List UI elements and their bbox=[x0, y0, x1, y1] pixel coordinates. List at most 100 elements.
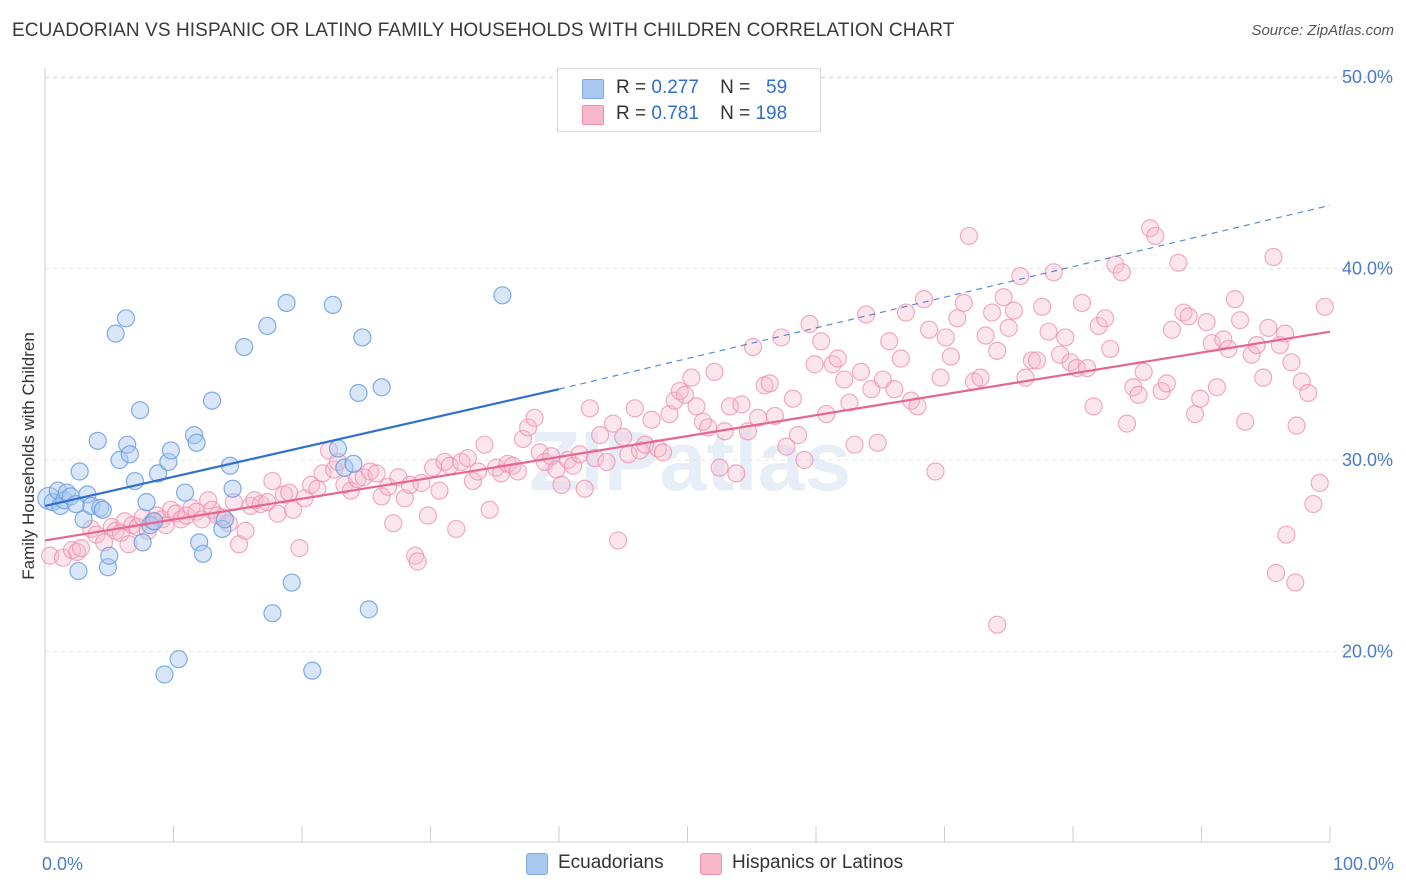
hispanics-point bbox=[625, 399, 644, 418]
hispanics-point bbox=[1225, 290, 1245, 309]
ecuadorians-point bbox=[372, 378, 391, 397]
ecuadorians-point bbox=[190, 533, 209, 552]
hispanics-point bbox=[1129, 385, 1148, 404]
hispanics-point bbox=[384, 514, 403, 533]
ecuadorians-point bbox=[493, 286, 512, 305]
hispanics-point bbox=[418, 506, 438, 525]
legend-label-ecuadorians: Ecuadorians bbox=[558, 852, 664, 873]
hispanics-point bbox=[845, 435, 864, 454]
hispanics-point bbox=[630, 441, 650, 460]
ecuadorians-point bbox=[193, 544, 213, 563]
chart-title: ECUADORIAN VS HISPANIC OR LATINO FAMILY … bbox=[12, 20, 955, 41]
hispanics-point bbox=[880, 332, 899, 351]
ecuadorians-point bbox=[303, 661, 322, 680]
hispanics-point bbox=[263, 471, 282, 491]
hispanics-point bbox=[268, 504, 287, 523]
y-tick-label: 30.0% bbox=[1342, 450, 1393, 470]
hispanics-point bbox=[1016, 368, 1035, 387]
ecuadorians-point bbox=[120, 445, 139, 464]
ecuadorians-point bbox=[175, 483, 195, 502]
hispanics-point bbox=[280, 483, 299, 502]
hispanics-point bbox=[772, 328, 791, 347]
hispanics-point bbox=[720, 397, 740, 416]
hispanics-point bbox=[283, 500, 303, 519]
source-label: Source: ZipAtlas.com bbox=[1251, 22, 1394, 39]
hispanics-point bbox=[1169, 253, 1188, 272]
hispanics-point bbox=[1101, 339, 1120, 359]
ecuadorians-point bbox=[282, 573, 301, 592]
bottom-legend: Ecuadorians Hispanics or Latinos bbox=[0, 852, 1406, 876]
legend-swatch-hispanics bbox=[582, 105, 604, 125]
hispanics-point bbox=[199, 491, 218, 510]
hispanics-point bbox=[580, 399, 599, 418]
hispanics-point bbox=[1242, 345, 1261, 364]
hispanics-point bbox=[994, 288, 1013, 307]
ecuadorians-point bbox=[93, 500, 112, 519]
hispanics-point bbox=[783, 389, 802, 408]
hispanics-point bbox=[988, 341, 1007, 360]
ecuadorians-point bbox=[69, 561, 88, 581]
ecuadorians-point bbox=[137, 493, 156, 512]
hispanics-point bbox=[941, 347, 961, 366]
hispanics-point bbox=[372, 487, 391, 506]
hispanics-point bbox=[575, 479, 594, 498]
y-tick-label: 50.0% bbox=[1342, 67, 1393, 87]
legend-swatch-ecuadorians-bottom bbox=[526, 853, 548, 875]
hispanics-point bbox=[812, 332, 831, 351]
hispanics-point bbox=[727, 464, 746, 483]
y-axis-label: Family Households with Children bbox=[19, 332, 38, 580]
ecuadorians-point bbox=[82, 496, 101, 516]
hispanics-point bbox=[914, 290, 934, 309]
ecuadorians-point bbox=[161, 441, 181, 460]
hispanics-point bbox=[687, 397, 706, 416]
hispanics-point bbox=[513, 429, 533, 449]
ecuadorians-point bbox=[187, 433, 206, 452]
hispanics-point bbox=[1315, 297, 1334, 316]
hispanics-point bbox=[948, 309, 967, 328]
legend-stats-hispanics: R = 0.781 N = 198 bbox=[616, 103, 788, 124]
hispanics-point bbox=[1191, 389, 1210, 408]
hispanics-point bbox=[603, 414, 623, 433]
stats-legend: R = 0.277 N = 59 R = 0.781 N = 198 bbox=[557, 68, 821, 132]
hispanics-point bbox=[1033, 297, 1052, 316]
hispanics-point bbox=[800, 314, 819, 334]
hispanics-point bbox=[1084, 397, 1103, 416]
hispanics-point bbox=[475, 435, 494, 454]
ecuadorians-point bbox=[98, 558, 118, 577]
legend-swatch-ecuadorians bbox=[582, 79, 604, 99]
hispanics-point bbox=[458, 448, 477, 468]
hispanics-point bbox=[119, 535, 138, 554]
hispanics-point bbox=[395, 489, 414, 508]
ecuadorians-point bbox=[359, 600, 378, 619]
hispanics-point bbox=[1264, 247, 1283, 267]
hispanics-point bbox=[564, 456, 583, 475]
ecuadorians-trend-extension bbox=[558, 204, 1331, 390]
hispanics-point bbox=[95, 533, 114, 552]
hispanics-point bbox=[1236, 412, 1255, 431]
hispanics-point bbox=[1004, 301, 1023, 320]
hispanics-point bbox=[1078, 358, 1097, 378]
hispanics-point bbox=[591, 426, 610, 445]
hispanics-point bbox=[1197, 313, 1216, 332]
hispanics-point bbox=[732, 395, 751, 414]
ecuadorians-point bbox=[215, 510, 234, 529]
trend-lines bbox=[44, 204, 1331, 542]
ecuadorians-point bbox=[263, 604, 282, 623]
hispanics-point bbox=[705, 362, 724, 382]
ecuadorians-point bbox=[155, 665, 174, 684]
legend-stats-ecuadorians: R = 0.277 N = 59 bbox=[616, 77, 788, 98]
hispanics-point bbox=[1039, 322, 1058, 341]
ecuadorians-point bbox=[133, 533, 152, 552]
hispanics-point bbox=[1254, 368, 1273, 387]
hispanics-point bbox=[1292, 372, 1311, 391]
hispanics-point bbox=[552, 475, 571, 494]
hispanics-point bbox=[585, 448, 605, 468]
hispanics-point bbox=[851, 362, 871, 382]
hispanics-point bbox=[1096, 309, 1115, 328]
ecuadorians-point bbox=[277, 293, 296, 313]
ecuadorians-point bbox=[328, 439, 348, 458]
hispanics-trend-line bbox=[44, 330, 1331, 542]
hispanics-point bbox=[1022, 351, 1041, 370]
hispanics-point bbox=[1185, 404, 1205, 424]
